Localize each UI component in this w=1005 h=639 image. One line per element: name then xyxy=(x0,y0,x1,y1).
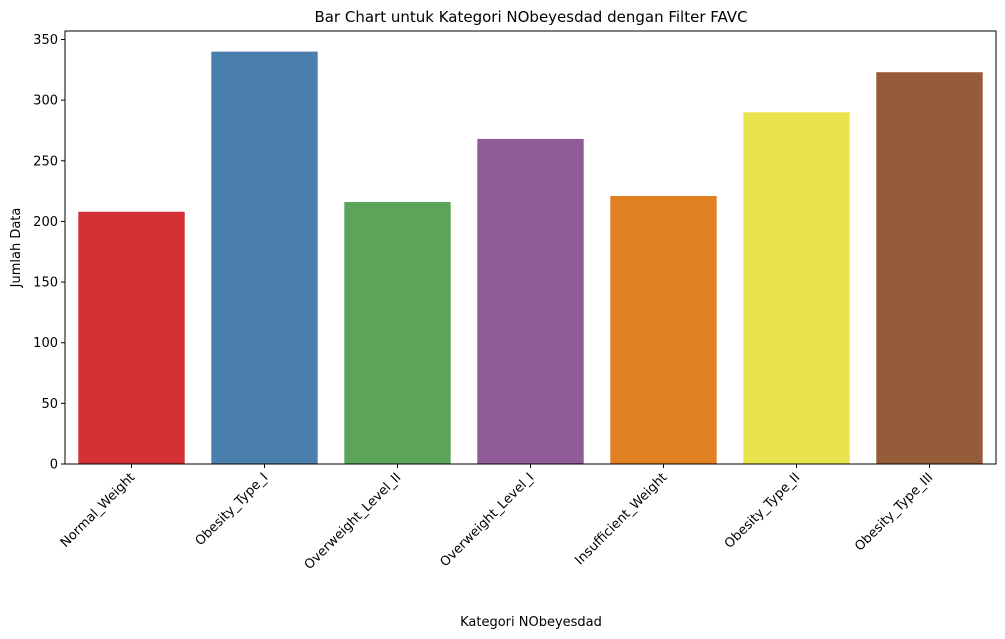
y-axis-label: Jumlah Data xyxy=(9,208,24,289)
y-tick-label: 150 xyxy=(33,276,58,291)
x-tick-label: Obesity_Type_III xyxy=(852,470,936,554)
bar-obesity-type-i xyxy=(211,51,318,464)
bars-group xyxy=(78,51,983,465)
x-tick-label: Insufficient_Weight xyxy=(572,470,670,568)
y-tick-label: 300 xyxy=(33,94,58,109)
y-tick-label: 350 xyxy=(33,33,58,48)
bar-overweight-level-i xyxy=(477,138,584,464)
y-tick-label: 50 xyxy=(41,397,58,412)
x-tick-label: Overweight_Level_I xyxy=(437,470,537,570)
bar-overweight-level-ii xyxy=(344,202,451,465)
y-tick-label: 250 xyxy=(33,154,58,169)
plot-frame xyxy=(64,30,997,465)
x-tick-label: Obesity_Type_II xyxy=(722,470,803,551)
y-tick-label: 200 xyxy=(33,215,58,230)
x-axis: Normal_Weight Obesity_Type_I Overweight_Le… xyxy=(58,464,936,573)
y-tick-label: 100 xyxy=(33,336,58,351)
y-axis: 0 50 100 150 200 250 300 350 xyxy=(33,33,65,473)
y-tick-label: 0 xyxy=(50,458,58,473)
x-tick-label: Overweight_Level_II xyxy=(302,470,405,573)
x-axis-label: Kategori NObeyesdad xyxy=(460,615,602,630)
bar-normal-weight xyxy=(78,211,185,464)
x-tick-label: Normal_Weight xyxy=(58,470,138,550)
bar-obesity-type-iii xyxy=(876,72,983,464)
bar-insufficient-weight xyxy=(610,195,717,464)
x-tick-label: Obesity_Type_I xyxy=(193,470,272,549)
bar-obesity-type-ii xyxy=(743,112,850,464)
chart-title: Bar Chart untuk Kategori NObeyesdad deng… xyxy=(314,8,747,26)
